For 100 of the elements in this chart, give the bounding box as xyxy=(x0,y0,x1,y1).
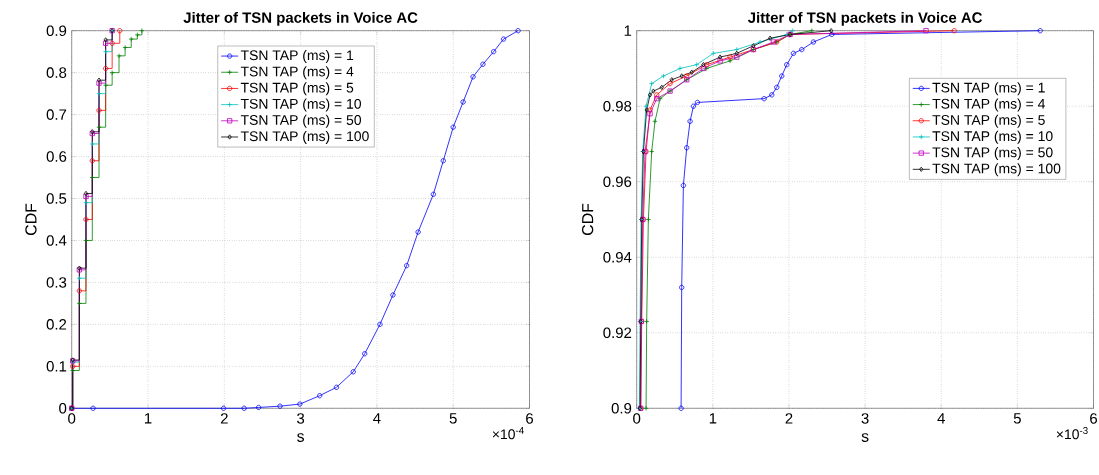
point xyxy=(644,318,650,325)
point xyxy=(480,61,486,67)
point xyxy=(109,70,115,76)
y-tick-label: 0.94 xyxy=(603,251,632,263)
x-tick-label: 5 xyxy=(449,413,457,424)
legend-label: TSN TAP (ms) = 1 xyxy=(240,49,354,63)
point xyxy=(220,405,227,411)
x-axis-title: s xyxy=(297,433,305,442)
legend-label: TSN TAP (ms) = 1 xyxy=(932,82,1045,96)
point xyxy=(377,321,383,327)
point xyxy=(718,54,723,60)
point xyxy=(727,54,733,60)
y-tick-label: 0.92 xyxy=(603,327,632,339)
point xyxy=(103,49,109,55)
point xyxy=(134,32,140,38)
point xyxy=(256,404,262,411)
point xyxy=(810,39,817,45)
point xyxy=(500,36,507,42)
point xyxy=(652,118,658,124)
legend-label: TSN TAP (ms) = 100 xyxy=(240,130,369,144)
point xyxy=(694,99,700,106)
y-tick-label: 0.9 xyxy=(611,402,632,414)
point xyxy=(734,50,739,56)
text: ×10$^{-4}$ xyxy=(492,427,524,440)
y-axis-title: CDF xyxy=(582,203,594,236)
legend-label: TSN TAP (ms) = 4 xyxy=(932,98,1045,112)
point xyxy=(704,62,710,68)
x-tick-label: 3 xyxy=(297,413,305,424)
point xyxy=(651,88,656,94)
point xyxy=(76,288,82,294)
point xyxy=(790,50,797,56)
legend-label: TSN TAP (ms) = 50 xyxy=(932,147,1053,161)
point xyxy=(734,46,740,53)
x-tick-label: 0 xyxy=(633,413,641,424)
point xyxy=(690,103,697,109)
point xyxy=(770,39,777,45)
point xyxy=(362,351,368,357)
point xyxy=(717,58,723,64)
legend-label: TSN TAP (ms) = 10 xyxy=(240,98,362,112)
point xyxy=(679,284,685,291)
point xyxy=(404,263,410,269)
point xyxy=(470,74,476,80)
point xyxy=(643,103,649,109)
x-tick-label: 1 xyxy=(145,413,152,424)
legend-label: TSN TAP (ms) = 50 xyxy=(240,114,362,128)
point xyxy=(701,62,706,68)
point xyxy=(96,124,102,130)
point xyxy=(923,28,929,34)
point xyxy=(430,191,436,197)
x-axis-title: s xyxy=(861,433,869,442)
point xyxy=(689,69,694,75)
point xyxy=(660,73,667,79)
point xyxy=(89,174,95,181)
point xyxy=(241,405,247,411)
legend-label: TSN TAP (ms) = 10 xyxy=(932,130,1053,144)
point xyxy=(799,46,805,53)
legend-label: TSN TAP (ms) = 100 xyxy=(932,163,1061,177)
legend-label: TSN TAP (ms) = 5 xyxy=(240,82,354,96)
y-tick-label: 0 xyxy=(59,402,67,414)
point xyxy=(116,53,122,59)
point xyxy=(680,182,686,189)
point xyxy=(684,145,690,151)
y-tick-label: 0.96 xyxy=(603,176,632,188)
point xyxy=(76,275,82,281)
point xyxy=(317,393,323,399)
point xyxy=(659,84,664,90)
y-tick-label: 0.6 xyxy=(46,151,67,162)
legend-label: TSN TAP (ms) = 5 xyxy=(932,114,1045,128)
x-tick-label: 2 xyxy=(785,413,793,424)
point xyxy=(751,43,756,49)
y-tick-label: 0.98 xyxy=(603,100,632,112)
chart-title: Jitter of TSN packets in Voice AC xyxy=(183,11,418,26)
point xyxy=(76,300,82,306)
point xyxy=(440,158,446,164)
x-tick-label: 6 xyxy=(526,413,534,424)
x-tick-label: 6 xyxy=(1090,413,1097,424)
point xyxy=(667,80,673,87)
x-tick-label: 2 xyxy=(220,413,228,424)
point xyxy=(103,65,109,72)
point xyxy=(90,405,96,411)
text: ×10$^{-3}$ xyxy=(1056,427,1088,440)
y-tick-label: 0.2 xyxy=(46,319,67,330)
point xyxy=(727,58,733,64)
point xyxy=(460,99,466,105)
x-tick-label: 1 xyxy=(709,413,717,424)
point xyxy=(779,73,785,79)
x-tick-label: 4 xyxy=(373,413,381,424)
point xyxy=(109,40,115,46)
point xyxy=(647,107,653,113)
point xyxy=(491,49,497,55)
y-tick-label: 1 xyxy=(624,25,632,36)
y-axis-title: CDF xyxy=(25,203,37,236)
y-tick-label: 0.8 xyxy=(46,67,67,78)
point xyxy=(647,111,653,117)
chart-title: Jitter of TSN packets in Voice AC xyxy=(747,11,983,26)
point xyxy=(277,403,283,409)
point xyxy=(70,363,76,369)
point xyxy=(704,65,710,72)
point xyxy=(700,65,706,72)
point xyxy=(649,148,655,155)
